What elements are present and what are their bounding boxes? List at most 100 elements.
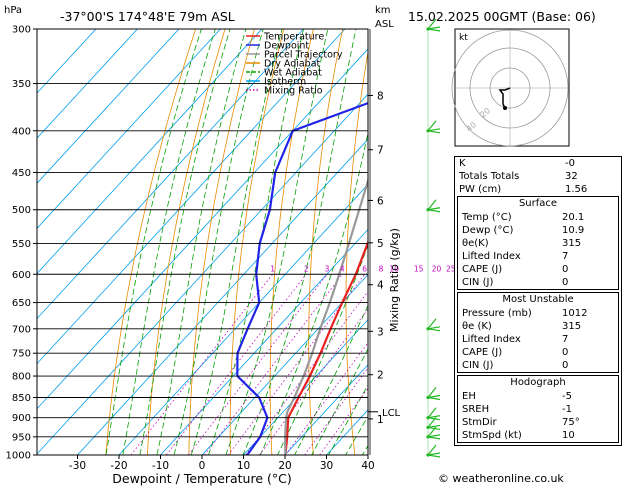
mixing-ratio-axis-label: Mixing Ratio (g/kg)	[388, 228, 401, 332]
legend-label: Wet Adiabat	[264, 68, 322, 79]
km-label: km	[375, 5, 391, 16]
km-tick-label: 3	[377, 326, 384, 338]
isotherm-line	[284, 364, 368, 455]
wind-barb-icon	[427, 387, 441, 401]
pressure-tick-label: 650	[12, 298, 31, 309]
pressure-tick-label: 1000	[6, 451, 31, 462]
k-index-row: K -0	[459, 158, 575, 169]
dry-adiabat-line	[417, 0, 441, 472]
legend-label: Dewpoint	[264, 41, 309, 52]
x-axis-label: Dewpoint / Temperature (°C)	[112, 471, 291, 486]
wind-barb-icon	[427, 426, 441, 440]
isotherm-line	[159, 228, 368, 455]
km-tick-label: 7	[377, 145, 384, 157]
isotherm-line	[37, 93, 368, 455]
wind-barb-base	[426, 395, 430, 400]
x-tick-label: -10	[152, 460, 169, 472]
parcel-trajectory-profile	[284, 177, 368, 455]
asl-label: ASL	[375, 19, 394, 30]
isotherm-line	[76, 138, 368, 455]
pressure-tick-label: 400	[12, 126, 31, 137]
isotherm-line	[37, 29, 304, 320]
pressure-tick-label: 450	[12, 168, 31, 179]
isotherm-line	[37, 29, 97, 94]
wind-barb-base	[426, 416, 430, 420]
wind-barb-base	[426, 208, 430, 212]
pressure-tick-label: 300	[12, 25, 31, 36]
isotherm-line	[201, 273, 368, 455]
mixing-ratio-label: 4	[340, 264, 345, 273]
isotherm-line	[37, 29, 138, 139]
wind-barb-base	[426, 425, 430, 430]
mixing-ratio-label: 3	[325, 264, 330, 273]
pressure-tick-label: 750	[12, 349, 31, 360]
km-tick-label: 6	[377, 195, 384, 207]
pw-row: PW (cm) 1.56	[459, 184, 588, 195]
isotherm-line	[37, 29, 346, 365]
pressure-tick-label: 700	[12, 324, 31, 335]
mixing-ratio-line	[188, 274, 328, 455]
mixing-ratio-line	[204, 274, 343, 455]
indices-table: K -0 Totals Totals 32 PW (cm) 1.56 Surface …	[454, 156, 622, 446]
pressure-tick-label: 600	[12, 270, 31, 281]
x-tick-label: 0	[199, 460, 206, 472]
hodograph-table-header: Hodograph	[510, 377, 566, 388]
pressure-tick-label: 950	[12, 432, 31, 443]
isotherm-line	[37, 29, 180, 184]
pressure-tick-label: 850	[12, 393, 31, 404]
x-tick-label: 40	[361, 460, 374, 472]
mixing-ratio-label: 1	[270, 264, 275, 273]
wind-barb-icon	[427, 318, 441, 332]
pressure-tick-label: 900	[12, 413, 31, 424]
x-tick-label: -30	[69, 460, 86, 472]
wind-barb-base	[426, 435, 430, 439]
lcl-label: LCL	[382, 408, 401, 419]
hodograph-trace	[498, 87, 511, 109]
wind-barb-base	[426, 27, 430, 31]
pressure-tick-label: 500	[12, 205, 31, 216]
mixing-ratio-line	[166, 274, 307, 455]
pressure-tick-label: 350	[12, 79, 31, 90]
isotherm-line	[118, 183, 368, 455]
legend-label: Dry Adiabat	[264, 59, 321, 70]
legend-label: Isotherm	[264, 77, 306, 88]
mixing-ratio-label: 6	[362, 264, 367, 273]
km-tick-label: 4	[377, 280, 384, 292]
wet-adiabat-line	[328, 383, 368, 455]
wind-barb-icon	[427, 444, 441, 458]
isotherm-line	[242, 319, 368, 455]
mixing-ratio-label: 20	[432, 264, 442, 273]
datetime-label: 15.02.2025 00GMT (Base: 06)	[408, 9, 596, 24]
wind-barb-base	[426, 129, 430, 133]
isotherm-line	[37, 29, 221, 229]
isotherm-line	[37, 29, 263, 275]
wet-adiabat-line	[345, 415, 368, 455]
pressure-tick-label: 550	[12, 239, 31, 250]
mixing-ratio-label: 25	[446, 264, 456, 273]
wet-adiabat-line	[311, 348, 368, 455]
km-tick-label: 5	[377, 238, 384, 250]
legend-label: Parcel Trajectory	[264, 50, 343, 61]
km-tick-label: 1	[377, 414, 384, 426]
totals-totals-row: Totals Totals 32	[459, 171, 578, 182]
hodograph-table: Hodograph EH -5 SREH -1 StmDir 75° StmSpd (…	[457, 375, 619, 443]
mixing-ratio-label: 15	[414, 264, 424, 273]
wind-barb-base	[426, 327, 430, 331]
wet-adiabat-line	[294, 304, 368, 455]
wind-barb-base	[426, 453, 430, 457]
location-label: -37°00'S 174°48'E 79m ASL	[60, 9, 235, 24]
hodograph-unit: kt	[459, 33, 468, 43]
surface-table: Surface Temp (°C) 20.1 Dewp (°C) 10.9 θe(K…	[457, 196, 619, 290]
most-unstable-header: Most Unstable	[502, 294, 574, 305]
copyright: © weatheronline.co.uk	[438, 472, 564, 485]
legend-label: Mixing Ratio	[264, 86, 323, 97]
x-tick-label: 30	[320, 460, 333, 472]
wind-barb-icon	[427, 407, 441, 421]
surface-header: Surface	[518, 198, 558, 209]
x-tick-label: 20	[278, 460, 291, 472]
km-tick-label: 2	[377, 370, 384, 382]
pressure-tick-label: 800	[12, 372, 31, 383]
km-tick-label: 8	[377, 90, 384, 102]
legend-label: Temperature	[263, 32, 324, 43]
